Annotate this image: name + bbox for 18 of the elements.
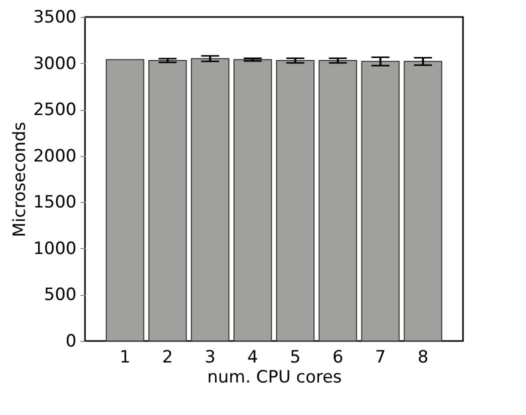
x-tick-label: 2 — [162, 348, 173, 368]
y-axis-title: Microseconds — [10, 122, 30, 238]
x-tick-label: 8 — [418, 348, 428, 368]
y-tick-label: 2500 — [33, 100, 76, 120]
x-tick-label: 3 — [204, 348, 216, 368]
y-tick-label: 3000 — [33, 54, 76, 74]
x-tick-label: 1 — [120, 348, 130, 368]
y-tick-label: 1000 — [33, 238, 76, 259]
y-tick-label: 500 — [44, 285, 76, 306]
x-tick-label: 5 — [290, 348, 301, 368]
y-tick-label: 0 — [66, 332, 76, 352]
y-tick-label: 1500 — [33, 192, 76, 213]
x-axis-title: num. CPU cores — [207, 368, 342, 388]
x-tick-label: 4 — [247, 348, 258, 368]
x-tick-label: 6 — [332, 348, 344, 368]
y-tick-label: 3500 — [33, 8, 76, 28]
x-tick-label: 7 — [375, 348, 386, 368]
y-tick-label: 2000 — [33, 146, 76, 166]
